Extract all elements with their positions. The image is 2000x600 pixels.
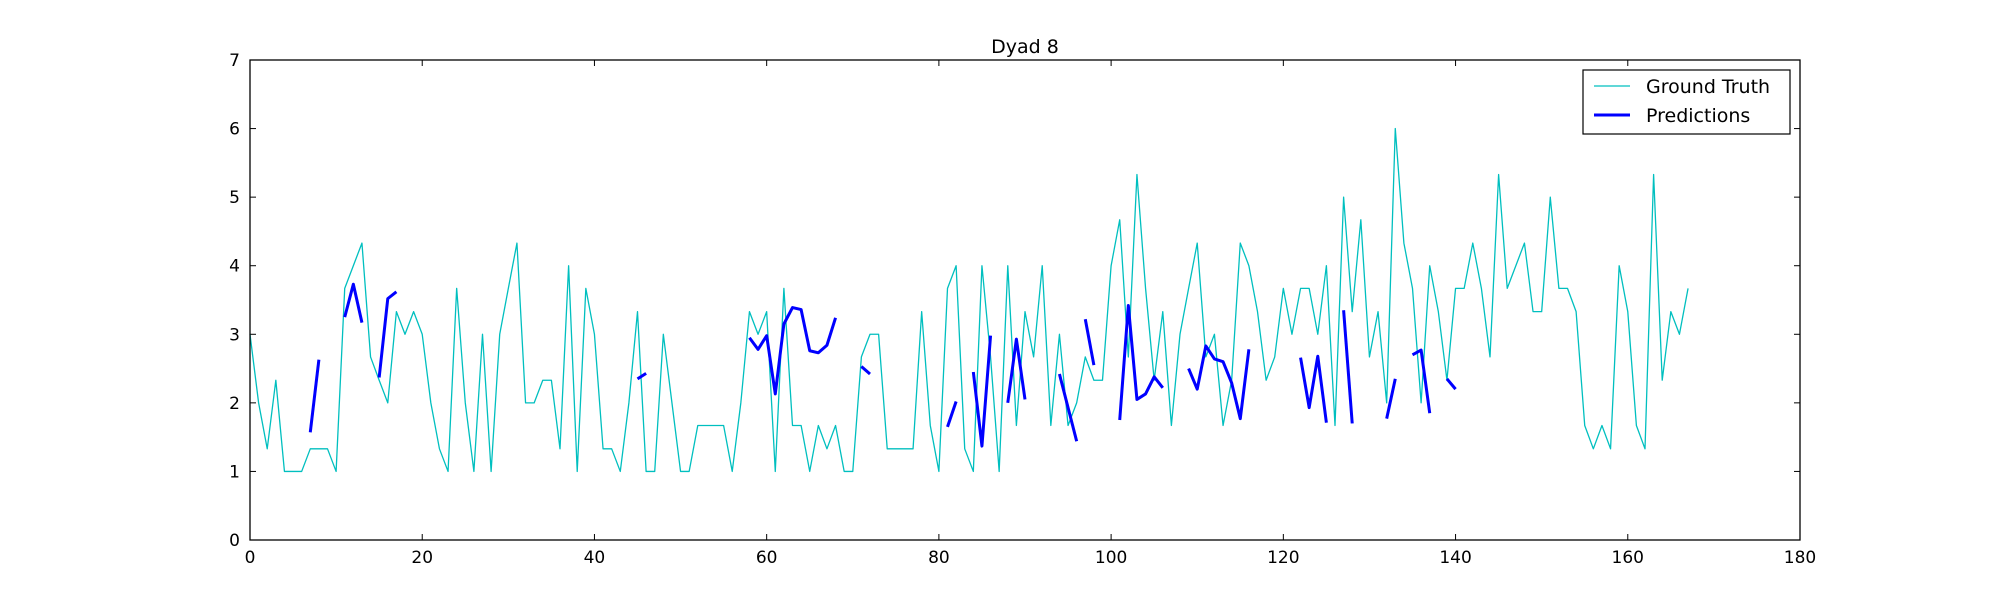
prediction-segment [1445, 377, 1457, 391]
y-tick-label: 5 [229, 188, 240, 208]
x-tick-label: 160 [1612, 548, 1644, 568]
y-tick-label: 0 [229, 531, 240, 551]
prediction-segment [1118, 303, 1164, 421]
legend-ground-truth-label: Ground Truth [1646, 76, 1770, 98]
prediction-segment [1006, 337, 1027, 404]
y-tick-label: 2 [229, 394, 240, 414]
x-tick-label: 60 [756, 548, 778, 568]
prediction-segment [1342, 310, 1354, 424]
prediction-segment [971, 335, 993, 448]
prediction-segment [636, 372, 647, 381]
prediction-segment [308, 359, 321, 433]
prediction-segment [343, 282, 364, 323]
prediction-segment [1057, 373, 1079, 442]
plot-series [249, 127, 1689, 473]
prediction-segment [1187, 344, 1251, 421]
prediction-segment [1411, 348, 1432, 414]
y-tick-label: 4 [229, 257, 240, 277]
x-tick-label: 140 [1439, 548, 1471, 568]
y-tick-label: 3 [229, 325, 240, 345]
prediction-segment [748, 306, 837, 396]
x-tick-label: 0 [245, 548, 256, 568]
x-tick-label: 120 [1267, 548, 1299, 568]
axis-ticks: 0 20 40 60 80 100 120 140 160 180 0 1 2 3 4 5 6 7 [229, 51, 1816, 568]
prediction-segment [377, 290, 398, 378]
legend: Ground Truth Predictions [1582, 69, 1791, 135]
y-tick-label: 7 [229, 51, 240, 71]
prediction-segment [1299, 354, 1328, 423]
legend-predictions-label: Predictions [1646, 105, 1750, 127]
x-tick-label: 180 [1784, 548, 1816, 568]
chart-title: Dyad 8 [991, 36, 1059, 58]
x-tick-label: 20 [411, 548, 433, 568]
x-tick-label: 100 [1095, 548, 1127, 568]
y-tick-label: 1 [229, 462, 240, 482]
prediction-segment [1385, 378, 1397, 419]
y-tick-label: 6 [229, 120, 240, 140]
prediction-segment [860, 365, 871, 376]
legend-box [1582, 69, 1791, 135]
x-tick-label: 80 [928, 548, 950, 568]
ground-truth-line [249, 127, 1689, 473]
plot-frame [249, 59, 1801, 541]
prediction-segment [946, 401, 958, 428]
x-tick-label: 40 [584, 548, 606, 568]
prediction-segment [1083, 318, 1096, 366]
